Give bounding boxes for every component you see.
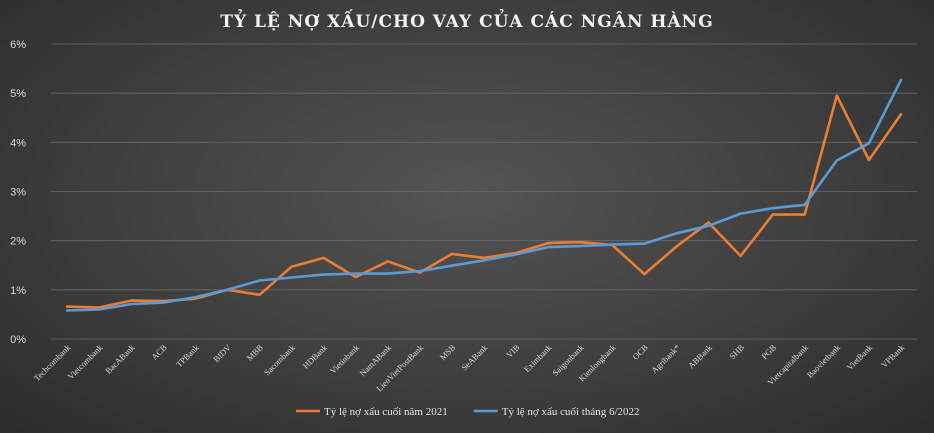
x-tick-label: ACB xyxy=(149,342,169,362)
x-tick-label: VietBank xyxy=(845,342,875,372)
x-tick-label: OCB xyxy=(630,342,650,362)
y-tick-label: 4% xyxy=(10,137,26,149)
x-tick-label: SeABank xyxy=(459,342,490,373)
x-tick-label: Sacombank xyxy=(262,342,298,378)
x-tick-label: MBB xyxy=(244,342,265,363)
x-tick-label: TPBank xyxy=(174,342,201,369)
x-tick-label: VPBank xyxy=(879,342,907,370)
gridlines xyxy=(51,43,917,340)
y-tick-label: 2% xyxy=(10,236,26,248)
legend-label-1: Tỷ lệ nợ xấu cuối năm 2021 xyxy=(324,406,448,418)
x-tick-label: MSB xyxy=(438,342,458,362)
x-tick-label: BacABank xyxy=(103,342,137,376)
x-tick-label: Baovietbank xyxy=(805,342,843,380)
y-tick-label: 5% xyxy=(10,88,26,100)
x-tick-label: Vietcombank xyxy=(65,342,105,382)
y-axis-ticks: 0% 1% 2% 3% 4% 5% 6% xyxy=(10,39,26,346)
y-tick-label: 3% xyxy=(10,187,26,199)
legend-label-2: Tỷ lệ nợ xấu cuối tháng 6/2022 xyxy=(502,406,640,418)
y-tick-label: 6% xyxy=(10,39,26,51)
x-tick-label: Agribank* xyxy=(649,342,682,375)
legend: Tỷ lệ nợ xấu cuối năm 2021 Tỷ lệ nợ xấu c… xyxy=(296,406,640,418)
x-tick-label: Eximbank xyxy=(522,342,554,374)
x-tick-label: VIB xyxy=(504,342,522,360)
x-tick-label: PGB xyxy=(759,342,778,361)
x-tick-label: HDBank xyxy=(301,342,330,371)
x-tick-label: ABBank xyxy=(686,342,715,371)
y-tick-label: 1% xyxy=(10,285,26,297)
y-tick-label: 0% xyxy=(10,334,26,346)
series-line-2 xyxy=(65,78,903,312)
chart-title: TỶ LỆ NỢ XẤU/CHO VAY CỦA CÁC NGÂN HÀNG xyxy=(220,8,713,32)
series-line-1 xyxy=(65,94,903,309)
x-tick-label: SHB xyxy=(727,342,746,361)
series-lines xyxy=(65,78,903,312)
x-tick-label: BIDV xyxy=(211,342,233,364)
